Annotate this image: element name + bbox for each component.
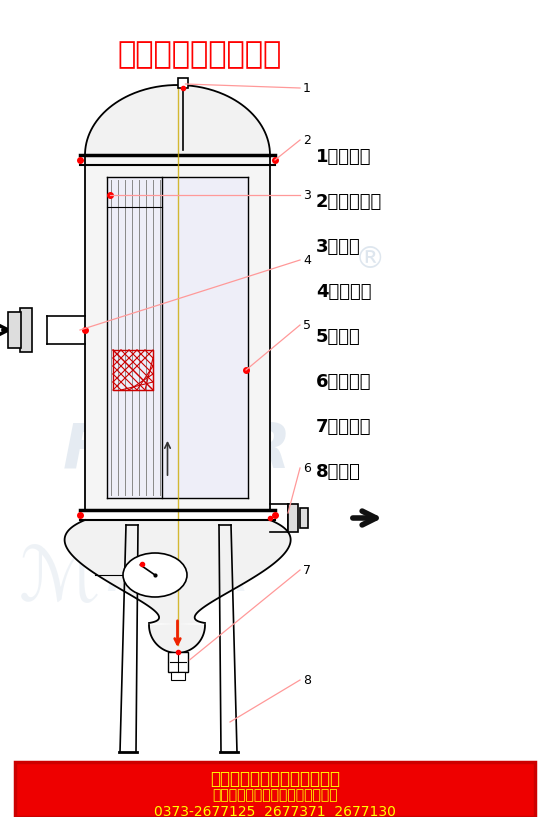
Polygon shape [85, 85, 270, 155]
Text: 8: 8 [303, 673, 311, 686]
Polygon shape [85, 155, 270, 510]
Text: 4、进出口: 4、进出口 [316, 283, 371, 301]
Text: FILTER: FILTER [106, 561, 248, 599]
Text: 7: 7 [303, 564, 311, 577]
Text: 4: 4 [303, 253, 311, 266]
Text: 0373-2677125  2677371  2677130: 0373-2677125 2677371 2677130 [154, 805, 396, 817]
Polygon shape [107, 177, 248, 498]
Text: 1、放气阀: 1、放气阀 [316, 148, 371, 166]
Text: 6: 6 [303, 462, 311, 475]
Polygon shape [64, 520, 290, 653]
Text: 风机气体精密过滤器: 风机气体精密过滤器 [118, 40, 282, 69]
Bar [8, 312, 21, 348]
Text: 5: 5 [303, 319, 311, 332]
Text: 5、滤芯: 5、滤芯 [316, 328, 361, 346]
Bar [170, 672, 184, 680]
Bar [300, 508, 308, 528]
Bar [178, 78, 188, 88]
Text: 1: 1 [303, 82, 311, 95]
Text: 8、支腿: 8、支腿 [316, 463, 361, 481]
Text: 7、排污阀: 7、排污阀 [316, 418, 371, 436]
Text: 2、筒体法兰: 2、筒体法兰 [316, 193, 382, 211]
Text: ®: ® [355, 245, 385, 275]
Bar [168, 652, 188, 672]
Text: 2: 2 [303, 133, 311, 146]
Text: 气体精密过滤器、旋风汽水分离器: 气体精密过滤器、旋风汽水分离器 [212, 788, 338, 802]
Polygon shape [15, 762, 535, 817]
Text: 新乡市迈特过滤设备有限公司: 新乡市迈特过滤设备有限公司 [210, 770, 340, 788]
Text: 6、压差表: 6、压差表 [316, 373, 371, 391]
Text: ℳ: ℳ [19, 543, 101, 617]
Text: 3: 3 [303, 189, 311, 202]
Bar [20, 308, 32, 352]
Text: FILTER: FILTER [63, 420, 292, 480]
Text: 3、拉杆: 3、拉杆 [316, 238, 361, 256]
Ellipse shape [123, 553, 187, 597]
Bar [288, 504, 298, 532]
